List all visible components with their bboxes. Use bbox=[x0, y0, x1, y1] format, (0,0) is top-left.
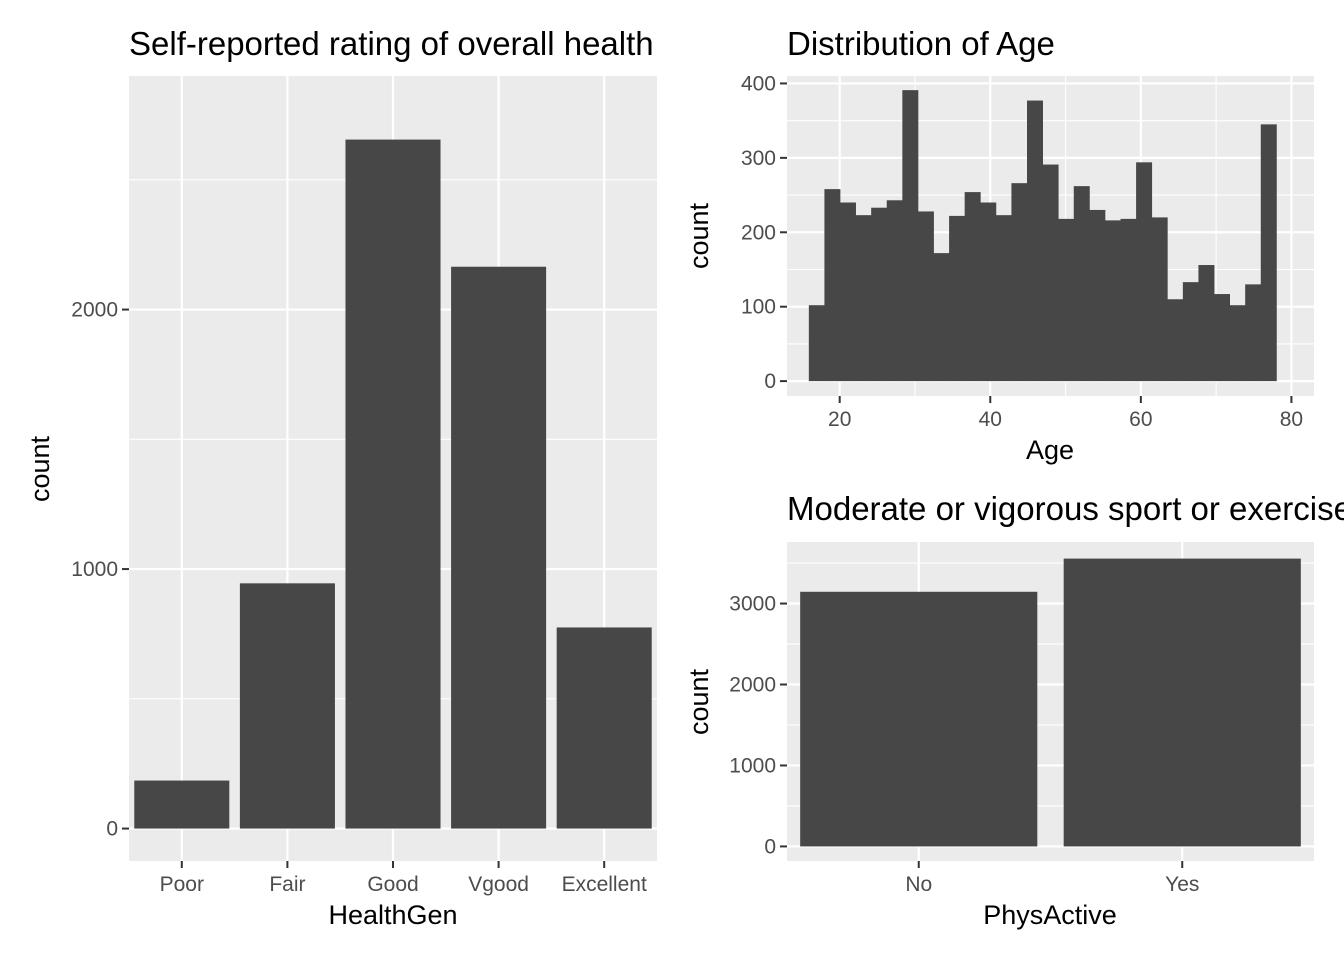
healthgen-chart: 0 1000 2000 Poor Fair Good Vgood Excellent Sel… bbox=[25, 25, 657, 930]
age-histogram-bin bbox=[1151, 217, 1168, 382]
age-histogram-bin bbox=[1042, 164, 1059, 382]
healthgen-x-tick-label: Vgood bbox=[468, 873, 529, 896]
physactive-y-tick-label: 3000 bbox=[729, 593, 776, 616]
healthgen-y-tick-label: 1000 bbox=[71, 558, 118, 581]
age-chart-title: Distribution of Age bbox=[787, 25, 1055, 62]
age-histogram-bin bbox=[1104, 220, 1121, 382]
physactive-bar-no bbox=[800, 591, 1038, 847]
age-histogram-bin bbox=[1011, 183, 1028, 382]
age-histogram-bin bbox=[964, 192, 981, 382]
age-y-tick-label: 200 bbox=[741, 221, 776, 244]
age-histogram-bin bbox=[808, 305, 825, 382]
age-histogram-bin bbox=[1120, 218, 1137, 382]
physactive-y-tick-label: 0 bbox=[764, 835, 776, 858]
physactive-y-tick-label: 2000 bbox=[729, 673, 776, 696]
healthgen-x-tick-label: Fair bbox=[269, 873, 305, 896]
age-histogram-bin bbox=[949, 215, 966, 382]
age-histogram-bin bbox=[995, 215, 1012, 382]
age-histogram-bin bbox=[1260, 124, 1277, 382]
healthgen-x-tick-label: Poor bbox=[160, 873, 204, 896]
age-histogram-bin bbox=[1027, 100, 1043, 382]
age-x-tick-label: 40 bbox=[979, 408, 1002, 431]
healthgen-chart-title: Self-reported rating of overall health bbox=[129, 25, 654, 62]
physactive-chart: 0 1000 2000 3000 No Yes Moderate or vigorous… bbox=[684, 490, 1344, 930]
healthgen-bar-excellent bbox=[556, 627, 652, 829]
age-histogram-bin bbox=[1058, 218, 1075, 382]
age-x-tick-label: 80 bbox=[1280, 408, 1303, 431]
age-histogram-bin bbox=[1136, 162, 1153, 382]
age-chart: 0 100 200 300 400 20 40 60 80 Distribution of A… bbox=[684, 25, 1314, 465]
age-histogram-bin bbox=[980, 202, 997, 382]
physactive-x-tick-label: No bbox=[905, 873, 932, 896]
healthgen-x-axis-title: HealthGen bbox=[328, 900, 457, 930]
physactive-y-tick-label: 1000 bbox=[729, 754, 776, 777]
age-histogram-bin bbox=[1073, 186, 1090, 382]
healthgen-bar-poor bbox=[134, 780, 230, 829]
healthgen-bar-good bbox=[345, 139, 441, 829]
healthgen-y-axis-title: count bbox=[25, 435, 55, 502]
age-x-tick-label: 60 bbox=[1129, 408, 1152, 431]
physactive-y-axis-title: count bbox=[684, 668, 714, 735]
healthgen-x-tick-label: Excellent bbox=[562, 873, 647, 896]
healthgen-y-tick-label: 0 bbox=[106, 818, 118, 841]
age-y-axis-title: count bbox=[684, 202, 714, 269]
physactive-x-axis-title: PhysActive bbox=[983, 900, 1117, 930]
age-histogram-bin bbox=[1214, 294, 1231, 382]
age-y-tick-label: 400 bbox=[741, 72, 776, 95]
healthgen-x-tick-label: Good bbox=[367, 873, 418, 896]
age-histogram-bin bbox=[1245, 284, 1262, 382]
age-histogram-bin bbox=[840, 202, 856, 382]
age-y-tick-label: 100 bbox=[741, 296, 776, 319]
age-y-tick-label: 300 bbox=[741, 147, 776, 170]
healthgen-bar-fair bbox=[239, 583, 335, 829]
physactive-chart-title: Moderate or vigorous sport or exercise bbox=[787, 490, 1344, 527]
age-histogram-bin bbox=[1167, 299, 1184, 382]
age-histogram-bin bbox=[1198, 265, 1215, 382]
healthgen-y-tick-label: 2000 bbox=[71, 299, 118, 322]
age-histogram-bin bbox=[824, 189, 841, 382]
age-histogram-bin bbox=[933, 253, 950, 382]
age-histogram-bin bbox=[855, 215, 872, 382]
healthgen-bar-vgood bbox=[451, 266, 547, 829]
physactive-bar-yes bbox=[1063, 558, 1301, 847]
age-x-axis-title: Age bbox=[1026, 435, 1074, 465]
age-histogram-bin bbox=[886, 200, 903, 382]
age-histogram-bin bbox=[917, 211, 934, 382]
physactive-x-tick-label: Yes bbox=[1165, 873, 1199, 896]
age-y-tick-label: 0 bbox=[764, 370, 776, 393]
age-x-tick-label: 20 bbox=[828, 408, 851, 431]
age-histogram-bin bbox=[902, 90, 919, 382]
age-histogram-bin bbox=[871, 207, 888, 382]
age-histogram-bin bbox=[1229, 305, 1246, 382]
age-histogram-bin bbox=[1182, 282, 1199, 382]
age-histogram-bin bbox=[1089, 209, 1106, 382]
